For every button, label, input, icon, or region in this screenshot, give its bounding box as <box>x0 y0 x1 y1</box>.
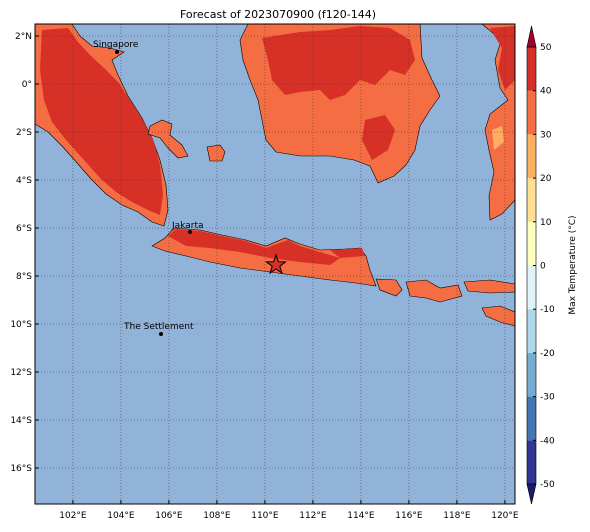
colorbar-tick-label: -40 <box>540 436 555 446</box>
y-tick-label: 14°S <box>10 416 32 426</box>
colorbar-extend-under <box>526 483 537 505</box>
sumbawa <box>405 279 463 303</box>
colorbar-band <box>527 440 536 484</box>
city-dot <box>115 50 119 54</box>
y-tick-label: 6°S <box>16 224 32 234</box>
colorbar-band <box>527 47 536 91</box>
sumatra-hot <box>40 28 163 215</box>
bangka <box>147 119 189 159</box>
borneo-hot-2 <box>362 115 395 160</box>
land <box>34 23 516 327</box>
y-tick-label: 2°S <box>16 128 32 138</box>
bali <box>375 278 403 297</box>
colorbar-tick-label: 50 <box>540 43 552 53</box>
colorbar-band <box>527 178 536 222</box>
title: Forecast of 2023070900 (f120-144) <box>180 8 376 21</box>
colorbar-tick-label: -30 <box>540 393 555 403</box>
colorbar-tick-label: 10 <box>540 218 552 228</box>
x-tick-label: 118°E <box>443 511 471 521</box>
colorbar-band <box>527 221 536 266</box>
y-tick-label: 10°S <box>10 320 32 330</box>
x-tick-label: 106°E <box>155 511 183 521</box>
city-label: Singapore <box>93 40 139 50</box>
y-tick-label: 8°S <box>16 272 32 282</box>
city-label: The Settlement <box>123 322 194 332</box>
colorbar-band <box>527 309 536 353</box>
y-tick-label: 4°S <box>16 176 32 186</box>
x-tick-label: 120°E <box>491 511 519 521</box>
x-tick-label: 110°E <box>251 511 279 521</box>
map-frame <box>34 23 516 505</box>
x-tick-label: 116°E <box>395 511 423 521</box>
y-tick-label: 16°S <box>10 464 32 474</box>
x-tick-label: 114°E <box>347 511 375 521</box>
belitung <box>206 144 226 162</box>
y-tick-label: 0° <box>22 80 32 90</box>
colorbar-label: Max Temperature (°C) <box>568 215 578 314</box>
colorbar-tick-label: -50 <box>540 480 555 490</box>
madura <box>330 248 365 258</box>
x-tick-label: 104°E <box>107 511 135 521</box>
colorbar-tick-label: 40 <box>540 87 552 97</box>
y-tick-label: 2°N <box>15 32 32 42</box>
colorbar-band <box>527 265 536 310</box>
colorbar-tick-label: -10 <box>540 305 555 315</box>
city-label: Jakarta <box>171 221 203 231</box>
colorbar-tick-label: 0 <box>540 262 546 272</box>
x-tick-label: 108°E <box>203 511 231 521</box>
colorbar-band <box>527 396 536 441</box>
colorbar-tick-label: 30 <box>540 130 552 140</box>
city-dot <box>188 230 192 234</box>
city-dot <box>159 332 163 336</box>
star-marker <box>265 253 287 275</box>
x-tick-label: 102°E <box>59 511 87 521</box>
colorbar-band <box>527 352 536 397</box>
sulawesi-hot <box>490 26 515 90</box>
borneo-hot <box>262 26 415 100</box>
colorbar: -50 -40 -30 -20 -10 0 10 20 30 40 50 <box>526 25 555 505</box>
java-hot <box>168 229 340 265</box>
graticule <box>35 24 515 504</box>
y-tick-label: 12°S <box>10 368 32 378</box>
colorbar-tick-label: -20 <box>540 349 555 359</box>
x-tick-label: 112°E <box>299 511 327 521</box>
colorbar-band <box>527 134 536 179</box>
colorbar-tick-label: 20 <box>540 174 552 184</box>
colorbar-band <box>527 90 536 135</box>
colorbar-extend-over <box>526 25 537 48</box>
